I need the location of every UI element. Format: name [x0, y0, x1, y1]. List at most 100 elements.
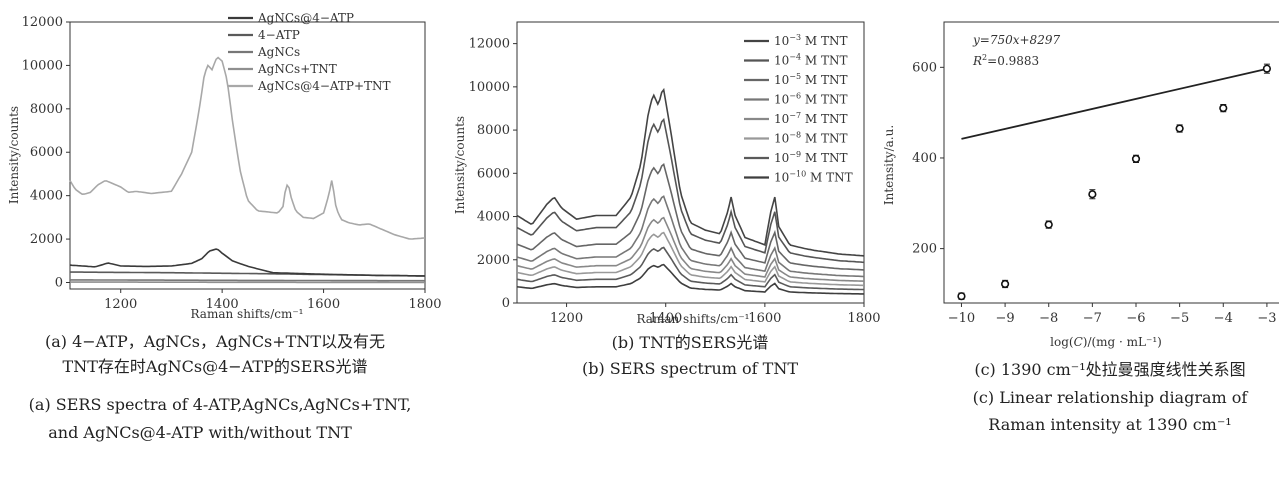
panel-a-legend: AgNCs@4−ATP 4−ATP AgNCs AgNCs+TNT AgNCs@4−AT… — [228, 11, 391, 93]
panel-b-series-line — [516, 231, 865, 287]
panel-c-x-tick-label: −9 — [996, 311, 1015, 326]
panel-a-x-tick-label: 1200 — [104, 297, 137, 312]
panel-b-y-axis-label: Intensity/counts — [453, 116, 467, 214]
legend-exponent: −9 — [789, 150, 801, 159]
panel-b-legend-label: 10−8 M TNT — [774, 131, 848, 146]
panel-b-legend-label: 10−9 M TNT — [774, 150, 848, 165]
r2-value: =0.9883 — [987, 54, 1039, 68]
legend-text: M TNT — [801, 132, 847, 146]
panel-c-y-axis-label: Intensity/a.u. — [882, 125, 896, 205]
panel-c-data-point — [1088, 190, 1097, 199]
panel-b-legend-label: 10−4 M TNT — [774, 53, 848, 68]
panel-a-legend-label: AgNCs@4−ATP — [257, 11, 354, 25]
r2-superscript: 2 — [982, 53, 987, 62]
panel-a-series-line — [70, 279, 426, 282]
panel-a-y-tick-label: 12000 — [22, 15, 63, 30]
panel-a-y-axis-label: Intensity/counts — [7, 106, 21, 204]
panel-b-y-tick-label: 8000 — [477, 123, 510, 138]
panel-a-legend-label: 4−ATP — [258, 28, 300, 42]
panel-a-caption-en-line1: (a) SERS spectra of 4-ATP,AgNCs,AgNCs+TN… — [29, 395, 412, 414]
legend-exponent: −8 — [789, 131, 801, 140]
panel-c-chart: −10 −9 −8 −7 −6 −5 −4 −3 200 400 600 y=750x+8297 R… — [882, 21, 1279, 434]
panel-a-caption-zh-line2: TNT存在时AgNCs@4−ATP的SERS光谱 — [63, 357, 368, 376]
panel-a-x-tick-label: 1400 — [206, 297, 239, 312]
legend-exponent: −4 — [789, 53, 801, 62]
panel-b-legend-label: 10−5 M TNT — [774, 72, 848, 87]
panel-a-y-tick-label: 4000 — [30, 189, 63, 204]
legend-text: M TNT — [801, 54, 847, 68]
panel-c-data-point — [1131, 154, 1141, 163]
panel-a-y-tick-label: 8000 — [30, 102, 63, 117]
panel-c-data-point — [1262, 64, 1272, 73]
panel-a-y-tick-label: 2000 — [30, 232, 63, 247]
panel-c-data-point — [957, 292, 966, 301]
legend-exponent: −10 — [789, 170, 806, 179]
panel-b-legend-label: 10−10 M TNT — [774, 170, 853, 185]
legend-text: M TNT — [801, 93, 847, 107]
panel-c-y-tick-label: 400 — [912, 151, 937, 166]
legend-exponent: −6 — [789, 92, 801, 101]
legend-text: M TNT — [801, 73, 847, 87]
panel-b-y-tick-label: 2000 — [477, 253, 510, 268]
panel-c-fit-equation: y=750x+8297 — [972, 33, 1060, 47]
panel-b-legend-label: 10−6 M TNT — [774, 92, 848, 107]
panel-c-x-tick-label: −7 — [1083, 311, 1102, 326]
panel-b-series-line — [516, 216, 865, 282]
panel-c-fit-line — [961, 67, 1268, 140]
panel-b-y-tick-label: 12000 — [469, 37, 510, 52]
panel-c-caption-en-line2: Raman intensity at 1390 cm⁻¹ — [988, 415, 1231, 434]
panel-c-x-tick-label: −3 — [1257, 311, 1276, 326]
panel-b-series-line — [516, 246, 865, 291]
panel-c-r-squared: R2=0.9883 — [972, 53, 1039, 68]
panel-a-x-tick-label: 1800 — [408, 297, 441, 312]
panel-a-legend-label: AgNCs@4−ATP+TNT — [257, 79, 391, 93]
panel-b-series-line — [516, 263, 864, 295]
x-label-post: )/(mg · mL⁻¹) — [1083, 335, 1162, 349]
legend-exponent: −7 — [789, 111, 801, 120]
panel-b-caption-en: (b) SERS spectrum of TNT — [582, 359, 798, 378]
panel-a-caption-zh-line1: (a) 4−ATP，AgNCs，AgNCs+TNT以及有无 — [45, 332, 385, 351]
panel-b-x-tick-label: 1400 — [649, 311, 682, 326]
panel-c-data-point — [1175, 124, 1184, 133]
panel-c-x-tick-label: −4 — [1214, 311, 1233, 326]
panel-c-x-axis-label: log(C)/(mg · mL⁻¹) — [1050, 335, 1162, 349]
legend-base: 10 — [774, 34, 789, 48]
legend-base: 10 — [774, 171, 789, 185]
panel-c-caption-en-line1: (c) Linear relationship diagram of — [973, 388, 1249, 407]
panel-c-x-tick-label: −10 — [948, 311, 975, 326]
panel-a-legend-label: AgNCs+TNT — [257, 62, 337, 76]
panel-b-plot-frame — [516, 21, 865, 304]
panel-b-legend-label: 10−3 M TNT — [774, 33, 848, 48]
panel-a-chart: 1200 1400 1600 1800 0 2000 4000 6000 8000 10000 12… — [7, 11, 442, 442]
x-label-variable: C — [1074, 335, 1083, 349]
panel-b-x-tick-label: 1200 — [550, 311, 583, 326]
panel-c-x-tick-label: −8 — [1039, 311, 1058, 326]
panel-b-series-line — [516, 87, 865, 257]
legend-base: 10 — [774, 151, 789, 165]
panel-b-caption-zh: (b) TNT的SERS光谱 — [612, 333, 769, 352]
panel-b-x-axis-label: Raman shifts/cm⁻¹ — [637, 312, 750, 326]
panel-a-legend-label: AgNCs — [257, 45, 300, 59]
panel-a-y-tick-label: 10000 — [22, 58, 63, 73]
panel-b-series-line — [516, 163, 865, 271]
panel-b-y-tick-label: 6000 — [477, 166, 510, 181]
panel-c-data-point — [1000, 279, 1010, 289]
panel-c-x-tick-label: −6 — [1126, 311, 1145, 326]
panel-b-y-tick-label: 4000 — [477, 210, 510, 225]
legend-exponent: −3 — [789, 33, 801, 42]
panel-a-caption-en-line2: and AgNCs@4-ATP with/without TNT — [48, 423, 352, 442]
panel-a-y-tick-label: 6000 — [30, 145, 63, 160]
panel-c-y-tick-label: 600 — [912, 60, 937, 75]
panel-a-series-line — [69, 56, 426, 240]
panel-a-x-tick-label: 1600 — [307, 297, 340, 312]
panel-b-x-tick-label: 1600 — [748, 311, 781, 326]
panel-a-y-tick-label: 0 — [55, 275, 63, 290]
panel-b-y-tick-label: 10000 — [469, 80, 510, 95]
legend-base: 10 — [774, 112, 789, 126]
r2-symbol: R — [972, 54, 982, 68]
x-label-pre: log( — [1050, 335, 1073, 349]
panel-a-plot-frame — [69, 21, 426, 290]
panel-c-data-point — [1219, 104, 1228, 113]
